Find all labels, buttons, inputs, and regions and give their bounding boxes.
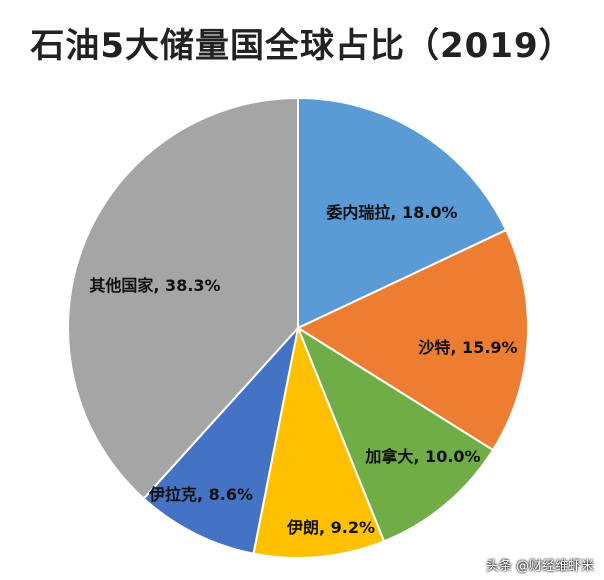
pie-slice-2 [295,325,495,543]
slice-label-3: 伊朗, 9.2% [286,518,375,537]
pie-slice-3 [252,324,386,559]
pie-slice-1 [295,228,529,452]
pie-slice-4 [142,324,300,555]
slice-label-5: 其他国家, 38.3% [89,276,220,295]
pie-slice-0 [297,96,508,330]
slice-label-1: 沙特, 15.9% [418,338,517,357]
chart-title: 石油5大储量国全球占比（2019） [30,26,574,66]
slice-label-0: 委内瑞拉, 18.0% [325,203,457,222]
slice-label-2: 加拿大, 10.0% [364,447,480,466]
pie-slice-5 [67,96,299,501]
watermark: 头条 @财经维虾米 [485,559,594,574]
slice-label-4: 伊拉克, 8.6% [148,485,253,504]
